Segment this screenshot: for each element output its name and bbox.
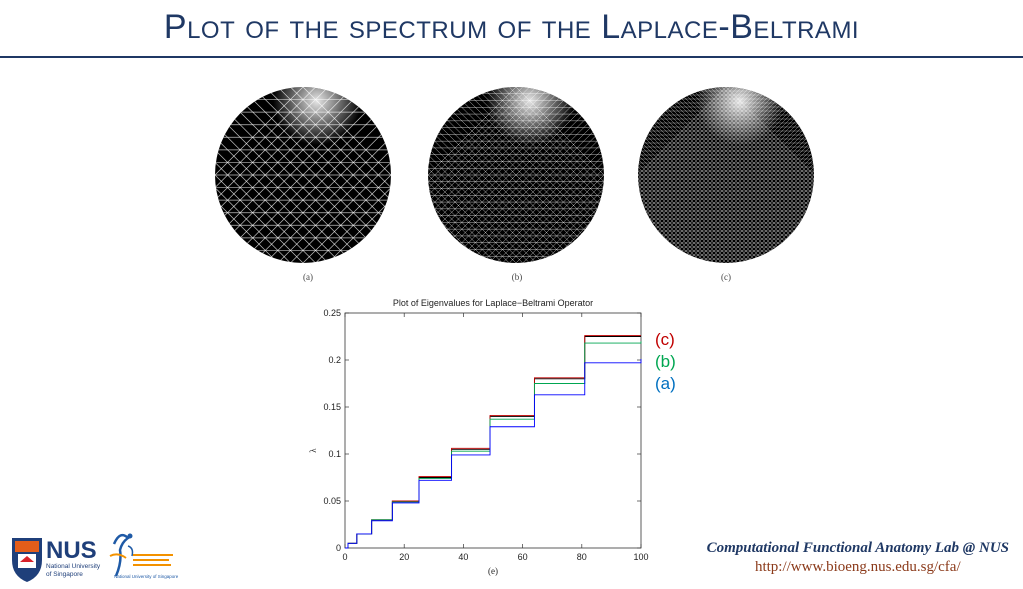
y-tick-label: 0.2: [328, 355, 341, 365]
y-tick-label: 0.1: [328, 449, 341, 459]
x-tick-label: 100: [633, 552, 648, 562]
sphere-caption-c: (c): [721, 272, 731, 282]
sphere-caption-a: (a): [303, 272, 313, 282]
y-tick-label: 0.05: [323, 496, 341, 506]
eigenvalue-chart: Plot of Eigenvalues for Laplace−Beltrami…: [308, 295, 653, 585]
y-tick-label: 0.25: [323, 308, 341, 318]
nus-logo: NUS National University of Singapore Nat…: [10, 532, 185, 589]
sphere-coarse-mesh: [213, 85, 393, 280]
plot-frame: [344, 312, 642, 549]
x-tick-label: 80: [577, 552, 587, 562]
y-tick-label: 0.15: [323, 402, 341, 412]
x-axis-label: (e): [488, 566, 498, 576]
x-tick-label: 0: [342, 552, 347, 562]
x-tick-label: 20: [399, 552, 409, 562]
y-axis-label: λ: [308, 448, 318, 453]
series-line: [345, 359, 642, 549]
slide-title: Plot of the spectrum of the Laplace-Belt…: [163, 8, 860, 46]
lab-url[interactable]: http://www.bioeng.nus.edu.sg/cfa/: [754, 559, 961, 575]
y-tick-label: 0: [336, 543, 341, 553]
lab-name: Computational Functional Anatomy Lab @ N…: [706, 540, 1009, 556]
sphere-medium-mesh: [426, 85, 606, 280]
x-tick-label: 40: [458, 552, 468, 562]
nus-wordmark: NUS: [46, 537, 97, 564]
legend-c: (c): [655, 330, 675, 349]
legend-b: (b): [655, 352, 676, 371]
legend-a: (a): [655, 374, 676, 393]
ngs-subtitle: National University of Singapore: [114, 574, 179, 579]
x-tick-label: 60: [518, 552, 528, 562]
title-underline: [0, 56, 1023, 58]
sphere-fine-mesh: [636, 85, 816, 280]
nus-subtitle-2: of Singapore: [46, 571, 83, 578]
lab-credit: Computational Functional Anatomy Lab @ N…: [707, 540, 1009, 576]
chart-title: Plot of Eigenvalues for Laplace−Beltrami…: [393, 298, 593, 308]
sphere-caption-b: (b): [511, 272, 523, 282]
nus-subtitle-1: National University: [46, 563, 101, 570]
